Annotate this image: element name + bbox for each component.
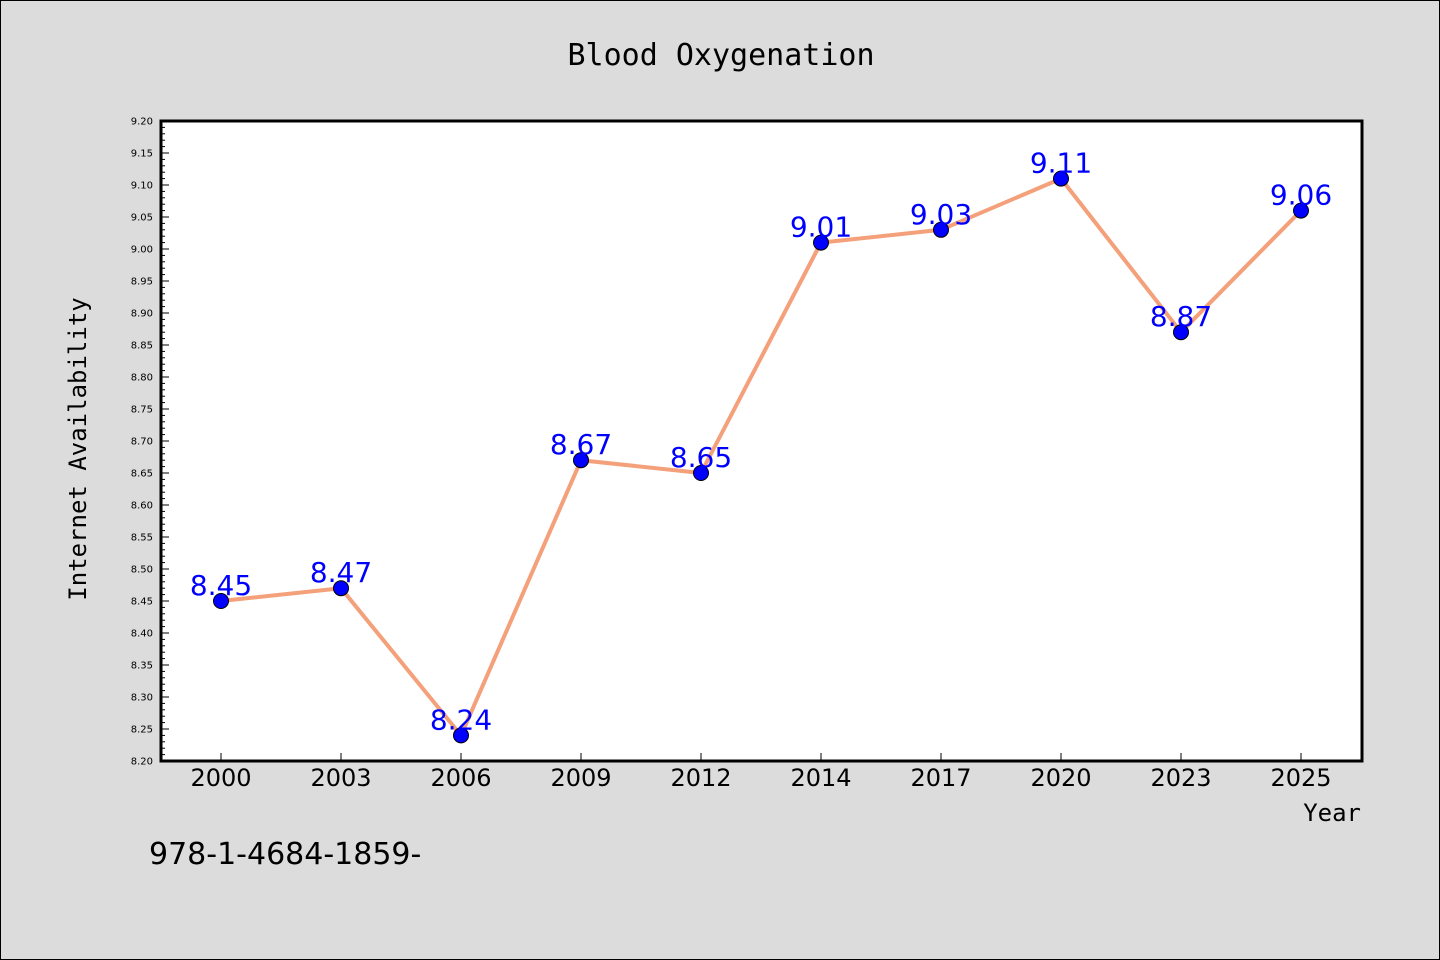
y-tick-label: 8.55 <box>131 533 153 544</box>
y-tick-label: 8.70 <box>131 437 153 448</box>
plot-frame <box>159 119 1364 763</box>
data-label: 9.06 <box>1270 179 1332 212</box>
series-markers <box>213 170 1309 744</box>
y-tick-label: 9.10 <box>131 181 153 192</box>
data-label: 8.67 <box>550 428 612 461</box>
y-tick-label: 8.90 <box>131 309 153 320</box>
x-tick-label: 2017 <box>910 764 971 792</box>
y-tick-label: 8.30 <box>131 693 153 704</box>
data-point <box>573 452 589 469</box>
data-label: 8.87 <box>1150 300 1212 333</box>
x-tick-label: 2012 <box>670 764 731 792</box>
data-point <box>213 593 229 609</box>
y-axis-label: Internet Availability <box>64 297 92 600</box>
x-tick-label: 2014 <box>790 764 851 792</box>
y-tick-label: 8.40 <box>131 629 153 640</box>
data-point <box>333 580 349 597</box>
data-point <box>1173 324 1189 341</box>
y-tick-label: 9.00 <box>131 245 153 256</box>
y-tick-label: 8.95 <box>131 277 153 288</box>
data-labels: 8.45 8.47 8.24 8.67 8.65 9.01 9.03 9.11 8.87 9.06 <box>190 147 1332 737</box>
data-point <box>453 727 469 744</box>
plot-area <box>161 121 1362 761</box>
y-tick-label: 8.35 <box>131 661 153 672</box>
y-tick-label: 8.85 <box>131 341 153 352</box>
x-tick-label: 2020 <box>1030 764 1091 792</box>
x-tick-label: 2003 <box>310 764 371 792</box>
y-tick-label: 8.50 <box>131 565 153 576</box>
data-label: 8.24 <box>430 703 492 736</box>
watermark-text: 978-1-4684-1859- <box>149 837 421 872</box>
y-tick-label: 8.80 <box>131 373 153 384</box>
data-label: 8.47 <box>310 556 372 589</box>
x-axis-label: Year <box>1303 799 1361 827</box>
data-label: 8.65 <box>670 441 732 474</box>
data-point <box>813 234 829 251</box>
y-tick-label: 9.15 <box>131 149 153 160</box>
y-tick-label: 8.45 <box>131 597 153 608</box>
data-label: 9.03 <box>910 198 972 231</box>
chart-title: Blood Oxygenation <box>567 38 874 73</box>
data-point <box>1053 170 1069 187</box>
x-tick-label: 2009 <box>550 764 611 792</box>
data-label: 8.45 <box>190 569 252 602</box>
y-tick-label: 8.60 <box>131 501 153 512</box>
y-tick-label: 8.20 <box>131 757 153 768</box>
x-tick-label: 2006 <box>430 764 491 792</box>
x-tick-label: 2023 <box>1150 764 1211 792</box>
y-tick-label: 8.65 <box>131 469 153 480</box>
x-axis: 2000 2003 2006 2009 2012 2014 2017 2020 2023 2025 <box>190 753 1332 792</box>
y-tick-label: 9.05 <box>131 213 153 224</box>
x-tick-label: 2025 <box>1270 764 1331 792</box>
series-line <box>220 176 1303 738</box>
data-point <box>693 465 709 481</box>
data-label: 9.11 <box>1030 147 1092 180</box>
y-tick-label: 9.20 <box>131 117 153 128</box>
x-tick-label: 2000 <box>190 764 251 792</box>
data-point <box>933 221 949 238</box>
y-tick-label: 8.25 <box>131 725 153 736</box>
data-point <box>1293 202 1309 219</box>
data-label: 9.01 <box>790 211 852 244</box>
y-tick-label: 8.75 <box>131 405 153 416</box>
